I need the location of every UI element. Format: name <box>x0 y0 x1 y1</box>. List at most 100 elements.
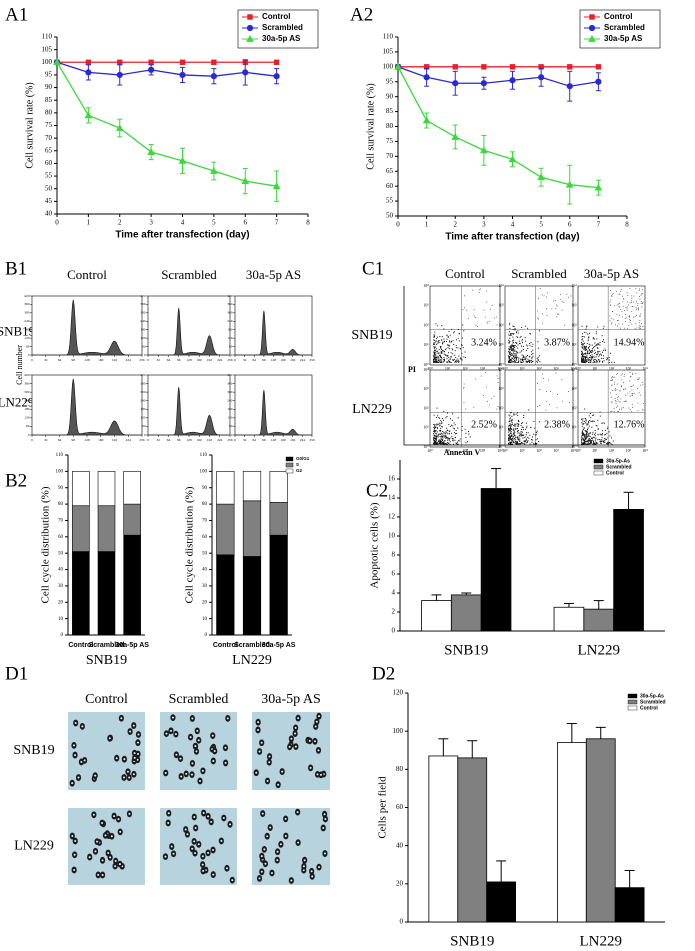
x-tick-label: 128 <box>84 438 90 442</box>
event-dot <box>547 292 549 294</box>
event-dot <box>511 423 513 425</box>
event-dot <box>582 428 584 430</box>
event-dot <box>489 404 490 406</box>
pore <box>191 847 194 850</box>
event-dot <box>434 342 436 344</box>
y-tick-label: 85 <box>386 107 394 115</box>
event-dot <box>522 442 524 444</box>
event-dot <box>583 439 585 441</box>
event-dot <box>525 422 527 424</box>
event-dot <box>444 442 446 444</box>
event-dot <box>640 301 642 302</box>
event-dot <box>611 396 612 398</box>
event-dot <box>433 347 435 349</box>
column-label: 30a-5p AS <box>246 267 301 282</box>
x-tick-label: 0 <box>31 438 33 442</box>
event-dot <box>616 389 618 391</box>
bar-segment <box>216 503 235 556</box>
event-dot <box>532 436 534 438</box>
bar-segment <box>123 471 141 505</box>
pore <box>266 835 269 838</box>
marker <box>273 59 280 65</box>
pore <box>257 728 259 731</box>
event-dot <box>509 351 511 353</box>
event-dot <box>601 351 603 353</box>
y-tick-label: 240 <box>24 399 30 403</box>
event-dot <box>513 429 515 431</box>
event-dot <box>525 357 527 359</box>
event-dot <box>621 373 623 375</box>
value-label: 2.52% <box>471 419 497 430</box>
y-tick-label: 10⁰ <box>423 362 429 367</box>
event-dot <box>434 443 436 445</box>
event-cloud <box>581 408 614 445</box>
legend-label: S <box>296 462 299 467</box>
event-dot <box>447 345 449 347</box>
event-dot <box>527 358 529 360</box>
event-dot <box>639 326 641 327</box>
x-tick-label: 10² <box>462 448 468 453</box>
legend-swatch <box>285 456 294 462</box>
event-dot <box>436 443 438 445</box>
event-dot <box>548 379 550 381</box>
event-dot <box>443 328 445 330</box>
pore <box>212 849 215 852</box>
pore <box>277 783 280 786</box>
y-tick-label: 95 <box>45 71 53 79</box>
event-dot <box>456 358 458 360</box>
event-dot <box>513 432 515 434</box>
event-dot <box>601 430 603 432</box>
pore <box>136 741 139 744</box>
legend-swatch <box>627 699 638 705</box>
event-dot <box>632 395 633 396</box>
event-dot <box>449 439 451 441</box>
event-dot <box>586 423 588 425</box>
event-dot <box>517 361 519 363</box>
event-dot <box>603 341 605 343</box>
y-tick-label: 30 <box>58 584 64 589</box>
event-dot <box>581 355 583 357</box>
event-dot <box>514 357 516 359</box>
event-dot <box>442 437 444 439</box>
event-dot <box>592 359 594 361</box>
event-dot <box>508 346 510 348</box>
pore <box>211 734 214 737</box>
event-dot <box>446 361 448 363</box>
event-dot <box>512 349 514 351</box>
event-dot <box>509 358 511 360</box>
event-dot <box>583 336 585 338</box>
event-dot <box>594 345 596 347</box>
event-dot <box>594 342 596 344</box>
event-dot <box>593 420 595 422</box>
event-dot <box>624 388 626 390</box>
event-dot <box>516 441 518 443</box>
event-dot <box>511 353 513 355</box>
legend-label: Scrambled <box>606 464 632 470</box>
event-dot <box>618 395 619 397</box>
event-dot <box>516 332 518 334</box>
pore <box>74 754 77 757</box>
event-dot <box>510 349 512 351</box>
event-dot <box>447 352 449 354</box>
event-dot <box>638 296 640 297</box>
event-dot <box>440 346 442 348</box>
value-label: 2.38% <box>544 419 570 430</box>
event-dot <box>513 326 515 328</box>
event-dot <box>463 387 464 389</box>
event-dot <box>509 424 511 426</box>
event-dot <box>442 361 444 363</box>
event-dot <box>583 442 585 444</box>
event-dot <box>596 361 598 363</box>
event-dot <box>521 359 523 361</box>
event-dot <box>475 378 477 380</box>
event-dot <box>530 351 532 353</box>
event-dot <box>437 415 439 417</box>
pore <box>302 869 305 872</box>
pore <box>255 771 258 774</box>
pore <box>196 729 199 732</box>
event-dot <box>448 356 450 358</box>
y-tick-label: 420 <box>227 294 233 298</box>
event-dot <box>440 438 442 440</box>
marker <box>148 66 155 73</box>
event-dot <box>518 432 520 434</box>
